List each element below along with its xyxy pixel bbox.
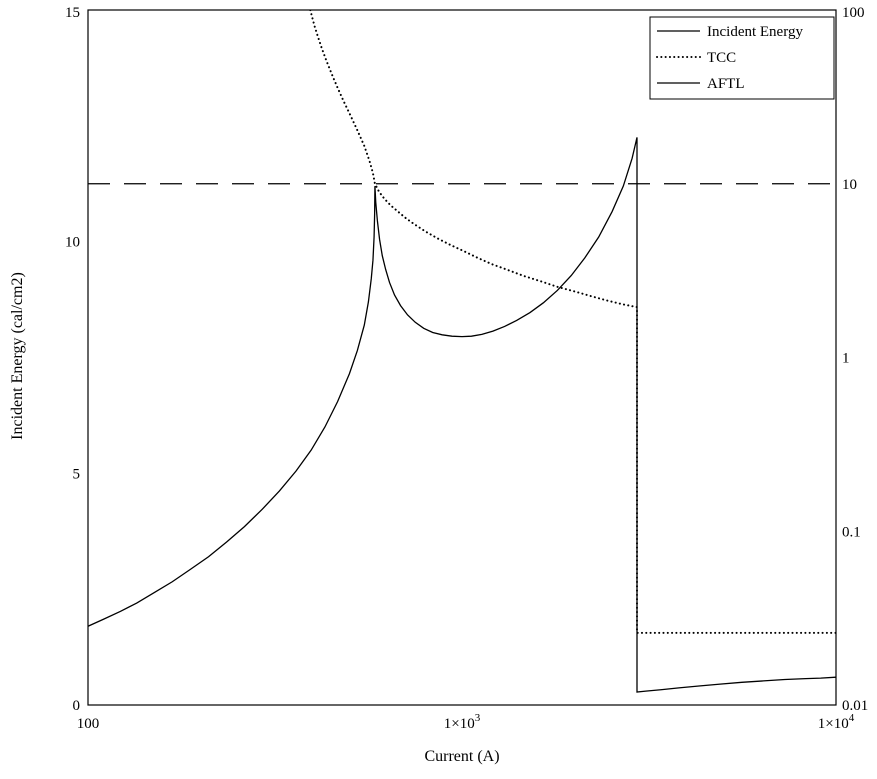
y-right-tick-label: 1 [842,351,850,367]
series-group [88,10,836,693]
legend: Incident Energy TCC AFTL [649,16,835,100]
plot-frame [87,9,837,706]
series-tcc [309,10,836,634]
y-axis-title: Incident Energy (cal/cm2) [9,272,26,440]
x-axis-title: Current (A) [424,748,500,765]
x-tick-label: 1×104 [818,712,855,732]
y-left-axis: 0 5 10 15 [65,5,80,714]
y-right-tick-label: 0.01 [842,698,868,714]
y-left-tick-label: 0 [73,698,81,714]
legend-label: AFTL [707,76,745,92]
x-tick-label: 1×103 [444,712,481,732]
y-right-tick-label: 10 [842,177,857,193]
legend-label: Incident Energy [707,24,803,40]
x-axis: 100 1×103 1×104 [77,712,855,732]
y-right-tick-label: 0.1 [842,524,861,540]
y-left-tick-label: 10 [65,235,80,251]
legend-label: TCC [707,50,736,66]
y-left-tick-label: 15 [65,5,80,21]
y-left-tick-label: 5 [73,466,81,482]
y-right-axis: 0.01 0.1 1 10 100 [842,5,868,714]
series-incident-energy [88,137,836,693]
y-right-tick-label: 100 [842,5,865,21]
x-tick-label: 100 [77,716,100,732]
